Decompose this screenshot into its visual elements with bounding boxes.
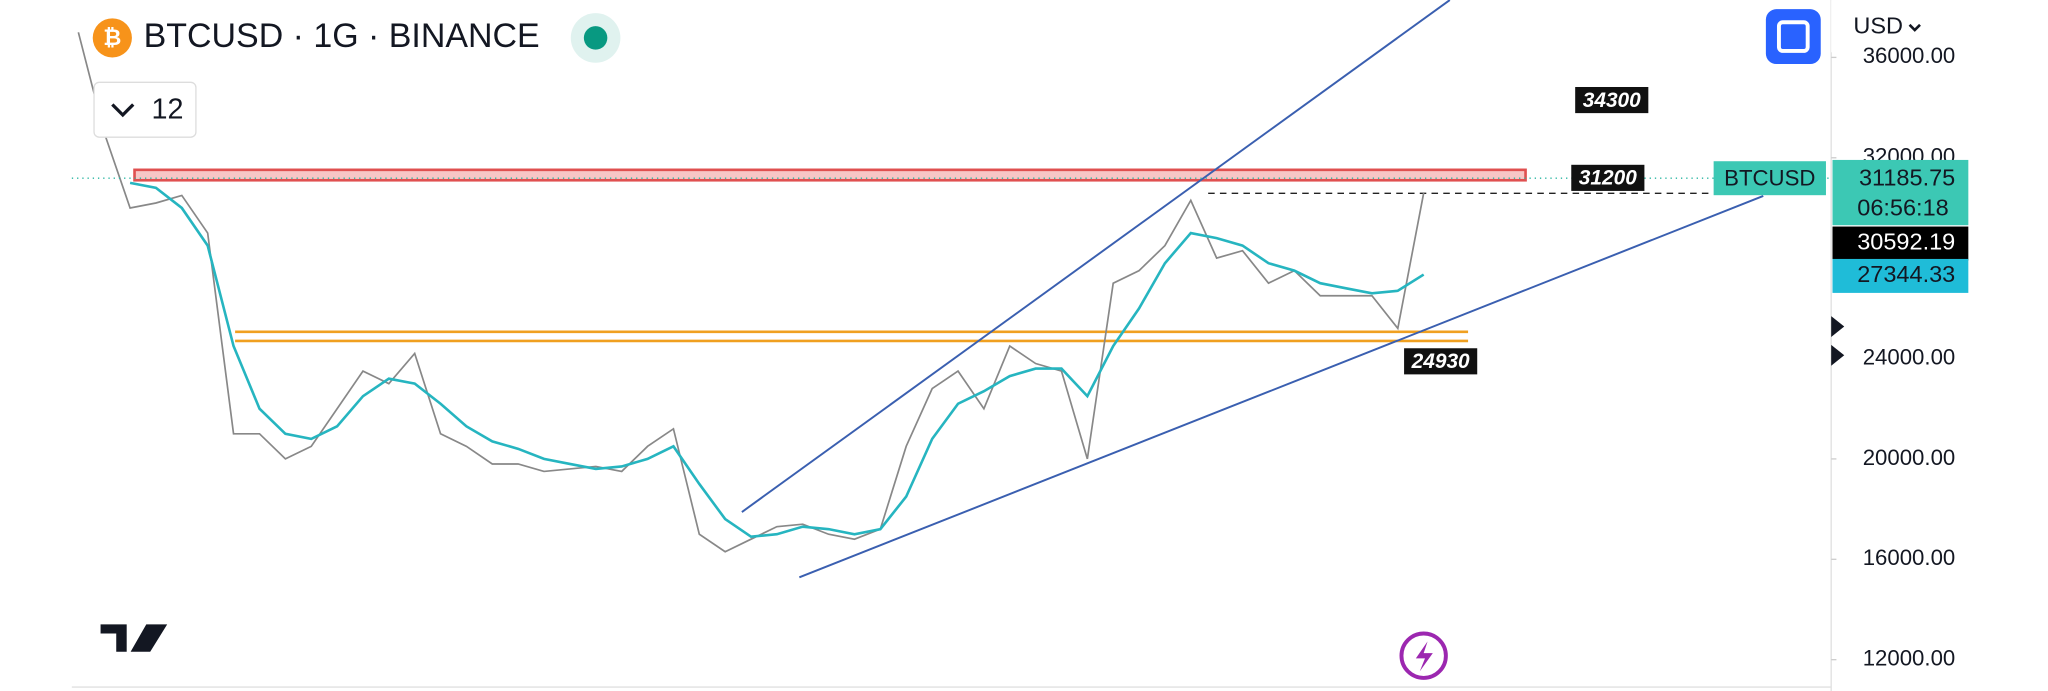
price-label: 24930 xyxy=(1411,350,1470,373)
alert-icon[interactable] xyxy=(1399,631,1448,680)
close-tag-bg xyxy=(1832,226,1969,261)
tradingview-logo xyxy=(100,624,168,652)
bitcoin-icon xyxy=(92,18,132,58)
indicators-toggle[interactable] xyxy=(93,81,197,138)
fullscreen-icon xyxy=(1776,20,1810,53)
ma-tag-bg xyxy=(1832,258,1969,293)
lightning xyxy=(1415,641,1433,672)
price-line xyxy=(77,32,1425,553)
channel-lower xyxy=(798,195,1764,579)
y-tick-label: 36000.00 xyxy=(1863,43,1956,68)
ma-tag: 27344.33 xyxy=(1857,261,1955,287)
symbol-title[interactable]: BTCUSD · 1G · BINANCE xyxy=(144,17,540,55)
price-label-bg xyxy=(1404,348,1478,375)
currency-chevron xyxy=(1908,23,1921,32)
status-dot xyxy=(583,26,608,50)
fullscreen-button[interactable] xyxy=(1765,9,1821,65)
y-tick-label: 16000.00 xyxy=(1863,545,1956,570)
last-price-tag: 31185.75 xyxy=(1859,165,1955,191)
indicator-count: 12 xyxy=(152,94,184,126)
resistance-zone xyxy=(133,168,1527,182)
price-label: 34300 xyxy=(1583,89,1641,112)
price-label-bg xyxy=(1575,86,1649,114)
currency-bg xyxy=(1831,0,2048,53)
last-price-tag-bg xyxy=(1832,159,1969,226)
chevron xyxy=(111,103,135,118)
countdown: 06:56:18 xyxy=(1857,195,1948,221)
y-tick-label: 24000.00 xyxy=(1863,344,1956,369)
channel-upper xyxy=(741,0,1451,513)
scale-arrows xyxy=(1831,316,1845,366)
close-tag: 30592.19 xyxy=(1857,229,1955,255)
y-tick-label: 12000.00 xyxy=(1863,646,1956,671)
price-label: 31200 xyxy=(1579,167,1637,190)
price-label-bg xyxy=(1571,164,1645,191)
y-tick-label: 20000.00 xyxy=(1863,445,1956,470)
bitcoin-symbol: ₿ xyxy=(103,25,121,50)
currency-selector[interactable]: USD xyxy=(1853,13,1903,39)
moving-average xyxy=(129,181,1425,539)
symbol-tag-bg xyxy=(1713,161,1826,196)
symbol-tag: BTCUSD xyxy=(1724,165,1815,190)
